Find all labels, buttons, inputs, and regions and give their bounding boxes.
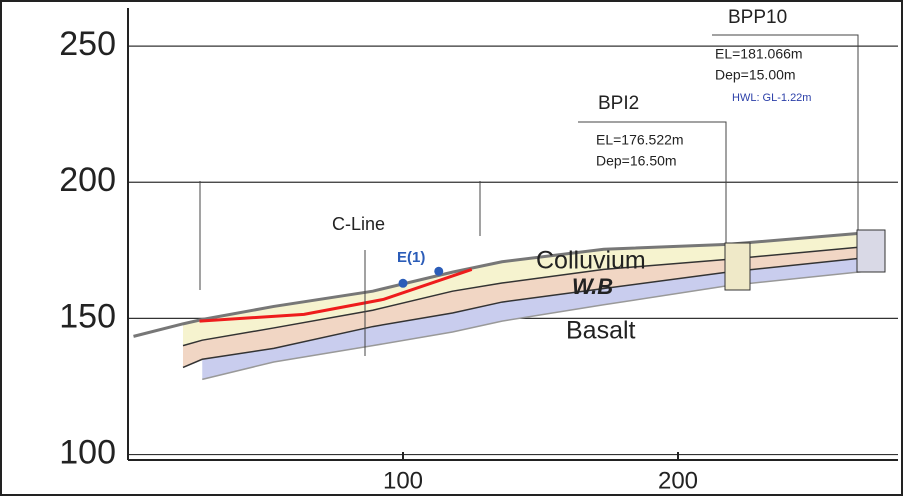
- label: EL=176.522m: [596, 132, 684, 148]
- label: Dep=15.00m: [715, 67, 796, 83]
- layer-fill: [202, 255, 885, 380]
- layer-fill: [183, 244, 885, 368]
- layer-fill: [183, 231, 885, 346]
- layer-boundary: [182, 255, 885, 369]
- x-tick-label: 200: [658, 467, 698, 494]
- label: C-Line: [332, 214, 385, 234]
- label: EL=181.066m: [715, 46, 803, 62]
- plot-area: [127, 8, 898, 461]
- label: Dep=16.50m: [596, 153, 677, 169]
- label: HWL: GL-1.22m: [732, 92, 811, 104]
- layer-boundary: [202, 268, 885, 381]
- point: [398, 278, 408, 288]
- y-tick-label: 200: [59, 161, 116, 199]
- label: BPP10: [728, 7, 787, 28]
- label: BPI2: [598, 93, 639, 114]
- x-tick-label: 100: [383, 467, 423, 494]
- leader-line: [712, 34, 859, 230]
- point: [434, 266, 444, 276]
- label: Basalt: [566, 317, 636, 345]
- leader-line: [578, 121, 727, 243]
- y-tick-label: 150: [59, 297, 116, 335]
- layer-boundary: [182, 244, 885, 347]
- label: E(1): [397, 249, 425, 266]
- label: Colluvium: [536, 247, 646, 275]
- failure-line: [199, 267, 473, 323]
- y-tick-label: 100: [59, 434, 116, 472]
- label: W.B: [572, 274, 613, 299]
- borehole: [724, 242, 751, 291]
- layer-boundary: [133, 229, 885, 338]
- y-tick-label: 250: [59, 25, 116, 63]
- borehole: [856, 229, 886, 273]
